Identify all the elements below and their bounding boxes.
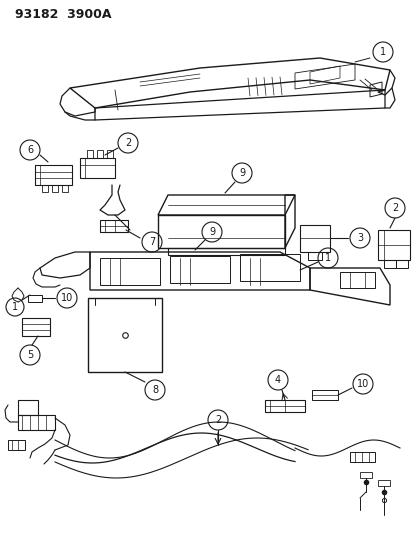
Text: 4: 4 (274, 375, 280, 385)
Text: 2: 2 (391, 203, 397, 213)
Text: 1: 1 (324, 253, 330, 263)
Text: 6: 6 (27, 145, 33, 155)
Text: 1: 1 (12, 302, 18, 312)
Text: 9: 9 (238, 168, 244, 178)
Text: 2: 2 (214, 415, 221, 425)
Text: 93182  3900A: 93182 3900A (15, 8, 111, 21)
Text: 5: 5 (27, 350, 33, 360)
Text: 10: 10 (356, 379, 368, 389)
Text: 8: 8 (152, 385, 158, 395)
Text: 7: 7 (149, 237, 155, 247)
Text: 1: 1 (379, 47, 385, 57)
Text: 2: 2 (125, 138, 131, 148)
Text: 3: 3 (356, 233, 362, 243)
Text: 9: 9 (209, 227, 214, 237)
Text: 10: 10 (61, 293, 73, 303)
